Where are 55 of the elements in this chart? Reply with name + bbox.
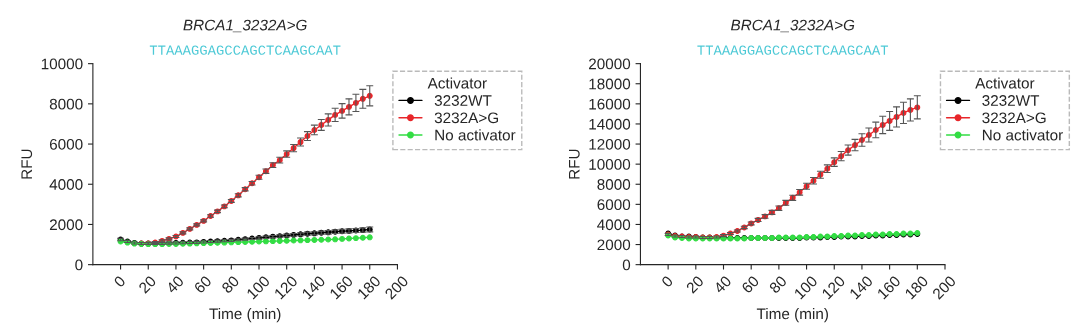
- legend-label: 3232WT: [982, 95, 1040, 106]
- chart-title: BRCA1_3232A>G: [730, 19, 855, 33]
- x-tick-label: 140: [849, 275, 874, 300]
- x-tick-label: 80: [221, 275, 240, 294]
- y-tick-label: 10000: [589, 159, 631, 170]
- x-tick-label: 180: [356, 275, 382, 300]
- chart-title: BRCA1_3232A>G: [183, 19, 307, 33]
- x-tick-label: 180: [904, 275, 929, 300]
- y-tick-label: 0: [622, 259, 631, 271]
- x-tick-label: 160: [329, 275, 354, 300]
- y-tick-label: 2000: [49, 219, 83, 231]
- x-tick-label: 140: [301, 275, 326, 300]
- x-tick-label: 20: [138, 275, 157, 294]
- x-axis-title: Time (min): [756, 308, 828, 323]
- legend-title: Activator: [427, 77, 487, 89]
- x-tick-label: 100: [793, 275, 819, 300]
- y-tick-label: 4000: [49, 179, 83, 190]
- legend-label: 3232A>G: [434, 112, 498, 124]
- x-tick-label: 120: [273, 275, 299, 300]
- x-axis-title: Time (min): [209, 308, 281, 323]
- x-tick-label: 100: [246, 275, 271, 300]
- x-tick-label: 40: [165, 275, 185, 295]
- y-tick-label: 4000: [597, 219, 631, 231]
- legend-label: 3232WT: [434, 95, 492, 106]
- y-tick-label: 10000: [41, 58, 83, 70]
- x-tick-label: 80: [768, 275, 788, 294]
- x-tick-label: 60: [740, 275, 760, 294]
- y-tick-label: 2000: [597, 239, 631, 251]
- x-tick-label: 0: [113, 275, 127, 288]
- legend-label: 3232A>G: [982, 112, 1046, 124]
- y-tick-label: 6000: [597, 199, 631, 211]
- chart-subtitle: TTAAAGGAGCCAGCTCAAGCAAT: [697, 45, 889, 55]
- x-tick-label: 40: [712, 275, 732, 295]
- y-tick-label: 14000: [589, 118, 631, 130]
- x-tick-label: 0: [660, 275, 674, 288]
- x-tick-label: 20: [685, 275, 705, 294]
- y-axis-title: RFU: [21, 149, 33, 179]
- y-tick-label: 16000: [589, 98, 631, 110]
- x-tick-label: 200: [384, 275, 409, 300]
- y-tick-label: 6000: [49, 138, 83, 150]
- y-tick-label: 8000: [49, 98, 83, 110]
- y-axis-title: RFU: [569, 149, 580, 179]
- y-tick-label: 8000: [597, 179, 631, 190]
- y-tick-label: 12000: [589, 138, 631, 150]
- legend-label: No activator: [982, 129, 1063, 141]
- x-tick-label: 200: [931, 275, 957, 300]
- y-tick-label: 0: [75, 259, 83, 271]
- legend-label: No activator: [435, 129, 516, 141]
- x-tick-label: 120: [821, 275, 846, 300]
- chart-subtitle: TTAAAGGAGCCAGCTCAAGCAAT: [149, 45, 341, 55]
- x-tick-label: 160: [876, 275, 902, 300]
- x-tick-label: 60: [193, 275, 213, 294]
- y-tick-label: 18000: [589, 78, 631, 90]
- legend-title: Activator: [975, 77, 1035, 89]
- y-tick-label: 20000: [589, 58, 631, 70]
